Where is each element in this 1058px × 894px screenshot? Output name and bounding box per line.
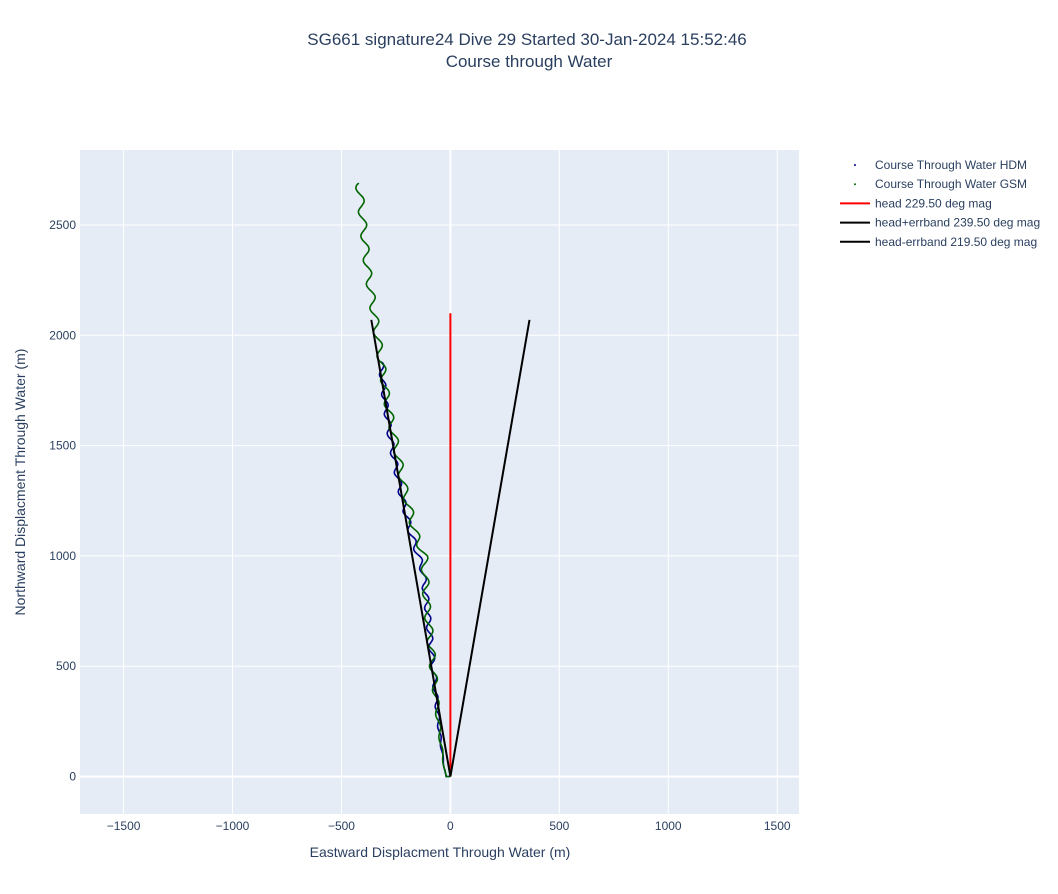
y-tick-label: 2500 [49,218,76,232]
series-head-errband-219-50-deg-mag-line [370,319,452,777]
x-axis-title: Eastward Displacment Through Water (m) [310,844,571,860]
series-head-errband-239-50-deg-mag-line [449,319,531,777]
y-tick-label: 1000 [49,549,76,563]
grid [80,150,799,814]
x-tick-label: −500 [328,819,355,833]
legend-item[interactable]: Course Through Water GSM [854,177,1027,191]
legend-item[interactable]: head+errband 239.50 deg mag [840,216,1040,230]
y-axis-title: Northward Displacment Through Water (m) [12,349,28,616]
y-tick-label: 0 [69,769,76,783]
chart-title-line-1: SG661 signature24 Dive 29 Started 30-Jan… [307,30,746,49]
x-tick-label: −1000 [216,819,250,833]
legend-label: head 229.50 deg mag [875,196,992,210]
legend-label: Course Through Water GSM [875,177,1027,191]
series-course-through-water-hdm-trace [378,361,451,778]
x-tick-labels: −1500 −1000 −500 0 500 1000 1500 [107,819,791,833]
legend[interactable]: Course Through Water HDM Course Through W… [840,158,1040,249]
legend-label: Course Through Water HDM [875,158,1027,172]
y-tick-labels: 0 500 1000 1500 2000 2500 [49,218,76,783]
y-tick-label: 1500 [49,439,76,453]
legend-item[interactable]: head-errband 219.50 deg mag [840,235,1037,249]
legend-marker-swatch [854,164,856,166]
x-tick-label: 0 [447,819,454,833]
x-tick-label: −1500 [107,819,141,833]
legend-item[interactable]: Course Through Water HDM [854,158,1027,172]
x-tick-label: 1500 [764,819,791,833]
chart-title-line-2: Course through Water [446,52,613,71]
legend-label: head+errband 239.50 deg mag [875,216,1040,230]
legend-marker-swatch [854,183,856,186]
series-course-through-water-gsm-trace [355,182,451,778]
x-tick-label: 1000 [655,819,682,833]
y-tick-label: 2000 [49,328,76,342]
y-tick-label: 500 [56,659,76,673]
legend-item[interactable]: head 229.50 deg mag [840,196,992,210]
series-layer [355,182,531,778]
legend-label: head-errband 219.50 deg mag [875,235,1037,249]
x-tick-label: 500 [549,819,569,833]
